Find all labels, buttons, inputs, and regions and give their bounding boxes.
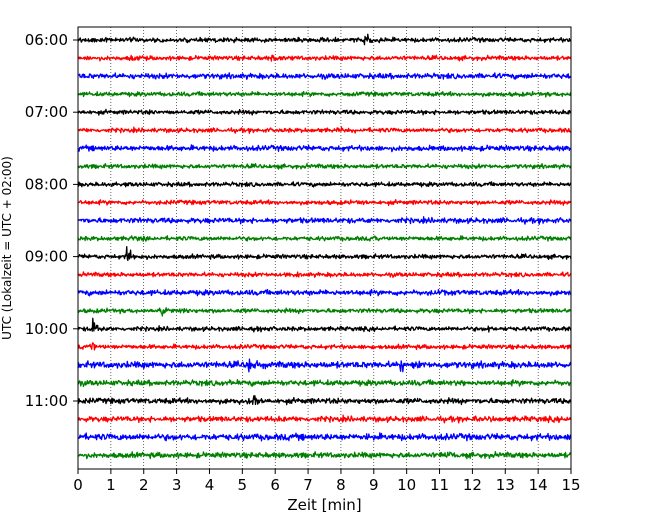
trace-row-14 — [77, 288, 572, 297]
trace-row-17 — [77, 342, 572, 351]
trace-row-7 — [77, 162, 572, 170]
y-tick-label-5: 11:00 — [25, 392, 68, 410]
x-tick-label-2: 2 — [139, 476, 149, 494]
x-tick-label-15: 15 — [561, 476, 580, 494]
y-tick-label-0: 06:00 — [25, 31, 68, 49]
plot-frame — [77, 26, 572, 470]
trace-row-12 — [77, 246, 572, 262]
trace-row-20 — [77, 395, 572, 406]
trace-row-8 — [77, 181, 572, 188]
x-tick-label-1: 1 — [106, 476, 116, 494]
trace-row-22 — [77, 432, 572, 442]
x-tick-label-14: 14 — [529, 476, 548, 494]
trace-row-18 — [77, 358, 572, 373]
x-tick-label-9: 9 — [369, 476, 379, 494]
x-tick-label-5: 5 — [238, 476, 248, 494]
seismic-traces — [77, 33, 572, 460]
y-tick-label-3: 09:00 — [25, 248, 68, 266]
trace-row-0 — [77, 33, 572, 46]
x-tick-label-13: 13 — [496, 476, 515, 494]
trace-row-15 — [77, 307, 572, 317]
x-tick-label-0: 0 — [73, 476, 83, 494]
trace-row-1 — [77, 54, 572, 62]
y-axis-label: UTC (Lokalzeit = UTC + 02:00) — [0, 156, 14, 340]
trace-row-2 — [77, 72, 572, 81]
x-tick-label-12: 12 — [463, 476, 482, 494]
x-axis-ticks: 0 1 2 3 4 5 6 7 8 9 10 11 12 13 14 15 — [73, 469, 581, 494]
trace-row-19 — [77, 378, 572, 388]
x-tick-label-6: 6 — [270, 476, 280, 494]
x-tick-label-4: 4 — [205, 476, 215, 494]
trace-row-9 — [77, 199, 572, 206]
x-tick-label-10: 10 — [397, 476, 416, 494]
x-tick-label-3: 3 — [172, 476, 182, 494]
trace-row-11 — [77, 235, 572, 242]
y-tick-label-2: 08:00 — [25, 175, 68, 193]
y-tick-label-4: 10:00 — [25, 320, 68, 338]
x-tick-label-8: 8 — [336, 476, 346, 494]
trace-row-6 — [77, 144, 572, 153]
trace-row-10 — [77, 216, 572, 225]
trace-row-21 — [77, 414, 572, 424]
trace-row-3 — [77, 90, 572, 98]
trace-row-23 — [77, 451, 572, 460]
trace-row-16 — [77, 317, 572, 333]
x-axis-label: Zeit [min] — [287, 496, 361, 514]
y-axis-ticks: 06:00 07:00 08:00 09:00 10:00 11:00 — [25, 31, 78, 410]
x-tick-label-7: 7 — [303, 476, 313, 494]
trace-row-5 — [77, 126, 572, 134]
x-tick-label-11: 11 — [430, 476, 449, 494]
y-tick-label-1: 07:00 — [25, 103, 68, 121]
trace-row-13 — [77, 271, 572, 279]
trace-row-4 — [77, 108, 572, 116]
